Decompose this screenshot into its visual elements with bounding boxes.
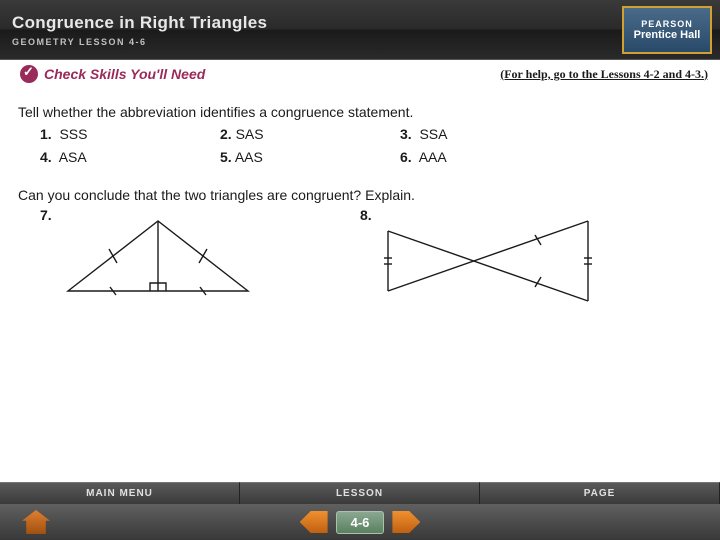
page-indicator: 4-6 (336, 511, 385, 534)
figure-7-label: 7. (40, 205, 52, 225)
header: Congruence in Right Triangles GEOMETRY L… (0, 0, 720, 60)
footer-nav: 4-6 (0, 504, 720, 540)
figure-7-cell: 7. (40, 207, 360, 311)
figure-8-diagram (378, 211, 598, 311)
checkmark-icon (20, 65, 38, 83)
list-item: 2. SAS (220, 124, 400, 144)
tab-page[interactable]: PAGE (480, 482, 720, 504)
content-area: Tell whether the abbreviation identifies… (0, 88, 720, 325)
home-icon[interactable] (22, 510, 50, 534)
page-title: Congruence in Right Triangles (12, 13, 720, 33)
list-item: 3. SSA (400, 124, 580, 144)
subheader: Check Skills You'll Need (For help, go t… (0, 60, 720, 88)
prompt-1: Tell whether the abbreviation identifies… (18, 102, 702, 122)
publisher-logo: PEARSON Prentice Hall (622, 6, 712, 54)
items-row-2: 4. ASA 5. AAS 6. AAA (18, 147, 702, 167)
prev-arrow-icon[interactable] (300, 511, 328, 533)
figure-8-cell: 8. (360, 207, 680, 311)
next-arrow-icon[interactable] (392, 511, 420, 533)
items-row-1: 1. SSS 2. SAS 3. SSA (18, 124, 702, 144)
tab-main-menu[interactable]: MAIN MENU (0, 482, 240, 504)
footer-tabs: MAIN MENU LESSON PAGE (0, 482, 720, 504)
list-item: 6. AAA (400, 147, 580, 167)
check-skills-badge: Check Skills You'll Need (20, 65, 205, 83)
list-item: 1. SSS (40, 124, 220, 144)
prompt-2: Can you conclude that the two triangles … (18, 185, 702, 205)
figures-row: 7. 8. (18, 207, 702, 311)
check-skills-label: Check Skills You'll Need (44, 66, 205, 82)
logo-top-text: PEARSON (641, 19, 693, 29)
logo-bottom-text: Prentice Hall (634, 29, 701, 41)
figure-7-diagram (58, 211, 258, 301)
figure-8-label: 8. (360, 205, 372, 225)
lesson-subtitle: GEOMETRY LESSON 4-6 (12, 37, 720, 47)
help-link[interactable]: (For help, go to the Lessons 4-2 and 4-3… (500, 67, 708, 82)
footer: MAIN MENU LESSON PAGE 4-6 (0, 482, 720, 540)
list-item: 5. AAS (220, 147, 400, 167)
tab-lesson[interactable]: LESSON (240, 482, 480, 504)
list-item: 4. ASA (40, 147, 220, 167)
